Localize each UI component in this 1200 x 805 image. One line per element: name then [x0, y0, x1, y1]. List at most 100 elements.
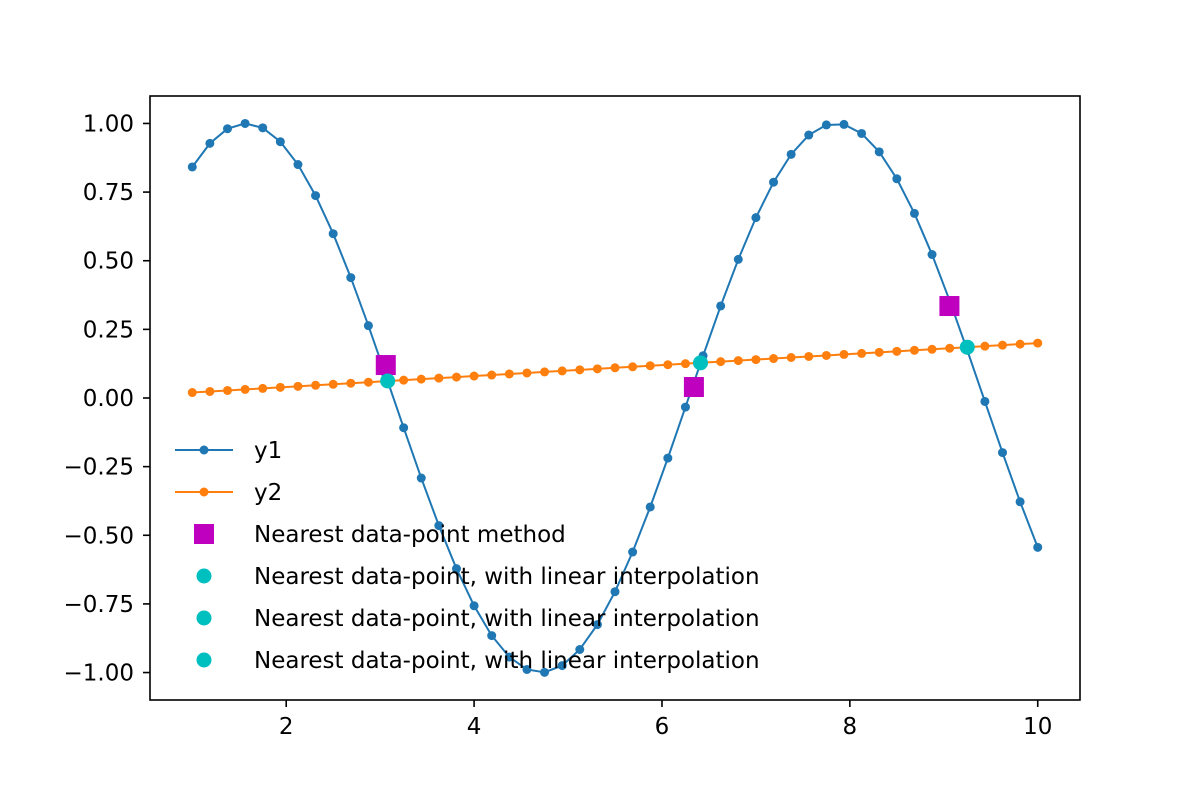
data-point-y2-24: [610, 363, 620, 373]
data-point-y2-33: [769, 354, 779, 364]
data-point-y1-23: [592, 620, 602, 630]
y-tick-label-3: 0.25: [83, 317, 134, 343]
interpolated-point-marker-3: [959, 339, 975, 355]
data-point-y1-35: [804, 130, 814, 140]
data-point-y2-32: [751, 355, 761, 365]
data-point-y1-46: [998, 448, 1007, 458]
legend-item-4: Nearest data-point, with linear interpol…: [196, 606, 760, 632]
data-point-y1-28: [680, 402, 690, 412]
data-point-y1-37: [839, 119, 849, 129]
data-point-y2-14: [434, 373, 444, 383]
data-point-y2-26: [645, 361, 655, 371]
data-point-y2-22: [575, 365, 585, 375]
data-point-y1-15: [451, 564, 461, 574]
data-point-y2-2: [223, 385, 232, 395]
legend-circle-swatch: [196, 652, 212, 668]
data-point-y1-17: [487, 631, 497, 641]
data-point-y1-6: [293, 160, 303, 170]
data-point-y1-20: [540, 667, 550, 677]
y-tick-label-8: −1.00: [64, 661, 134, 687]
data-point-y1-14: [434, 521, 444, 531]
data-point-y2-17: [487, 370, 497, 380]
y-axis: 1.00 0.75 0.50 0.25 0.00 −0.25 −0.50 −0.75 −1.00: [64, 111, 150, 687]
y-tick-label-7: −0.75: [64, 592, 134, 618]
data-point-y2-6: [293, 381, 303, 391]
legend-label-0: y1: [254, 438, 282, 464]
data-point-y2-20: [540, 367, 550, 377]
legend-item-2: Nearest data-point method: [194, 522, 566, 548]
legend-item-0: y1: [175, 438, 282, 464]
data-point-y2-37: [839, 349, 849, 359]
data-point-y1-31: [733, 254, 743, 264]
data-point-y1-39: [874, 147, 884, 157]
data-point-y2-25: [628, 362, 638, 372]
data-point-y2-15: [451, 372, 461, 382]
data-point-y1-41: [909, 208, 919, 218]
data-point-y2-28: [680, 359, 690, 369]
data-point-y2-48: [1033, 338, 1043, 348]
nearest-point-marker-2: [939, 296, 960, 317]
data-point-y2-46: [998, 340, 1007, 350]
y-tick-label-0: 1.00: [83, 111, 134, 137]
legend: y1 y2 Nearest data-point method Nearest dat…: [175, 438, 760, 674]
data-point-y1-18: [504, 652, 514, 662]
data-point-y1-16: [469, 601, 479, 611]
data-point-y2-12: [399, 375, 409, 385]
data-point-y2-0: [187, 388, 197, 398]
y-tick-label-5: −0.25: [64, 455, 134, 481]
legend-label-3: Nearest data-point, with linear interpol…: [254, 564, 760, 590]
plot-area: [187, 118, 1043, 677]
legend-item-3: Nearest data-point, with linear interpol…: [196, 564, 760, 590]
data-point-y1-2: [223, 124, 232, 134]
x-tick-label-0: 2: [279, 714, 294, 740]
data-point-y1-47: [1015, 497, 1025, 507]
data-point-y1-48: [1033, 542, 1043, 552]
data-point-y2-16: [469, 371, 479, 381]
x-tick-label-4: 10: [1023, 714, 1052, 740]
nearest-point-marker-0: [375, 355, 396, 376]
data-point-y2-9: [346, 378, 356, 388]
data-point-y2-7: [311, 380, 321, 390]
x-tick-label-3: 8: [843, 714, 858, 740]
data-point-y2-39: [874, 347, 884, 357]
data-point-y2-4: [258, 383, 268, 393]
data-point-y1-33: [769, 177, 779, 187]
data-point-y2-21: [557, 366, 567, 376]
data-point-y2-47: [1015, 339, 1025, 349]
data-point-y2-27: [663, 360, 673, 370]
legend-circle-swatch: [196, 568, 212, 584]
data-point-y1-27: [663, 453, 673, 463]
legend-item-5: Nearest data-point, with linear interpol…: [196, 648, 760, 674]
y-tick-label-4: 0.00: [83, 386, 134, 412]
data-point-y1-8: [328, 229, 338, 239]
data-point-y1-38: [857, 128, 867, 138]
data-point-y1-36: [821, 120, 831, 130]
data-point-y1-45: [980, 396, 990, 406]
marker-series-3: [959, 339, 975, 355]
marker-series-2: [692, 355, 708, 371]
data-point-y1-1: [205, 138, 215, 148]
legend-label-5: Nearest data-point, with linear interpol…: [254, 648, 760, 674]
data-point-y1-13: [416, 473, 426, 483]
data-point-y2-1: [205, 386, 215, 396]
data-point-y1-12: [399, 423, 409, 433]
marker-series-1: [380, 373, 396, 389]
legend-circle-swatch: [196, 610, 212, 626]
data-point-y1-40: [892, 174, 902, 184]
legend-square-swatch: [194, 524, 214, 544]
data-point-y2-30: [716, 357, 726, 367]
x-axis: 2 4 6 8 10: [279, 700, 1052, 740]
data-point-y2-5: [275, 382, 285, 392]
data-point-y2-43: [945, 343, 955, 353]
data-point-y1-10: [363, 321, 373, 331]
data-point-y2-8: [328, 379, 338, 389]
data-point-y2-18: [504, 369, 514, 379]
data-point-y1-34: [786, 149, 796, 159]
data-point-y2-31: [733, 356, 743, 366]
legend-marker-swatch: [199, 445, 209, 455]
series-y2: [187, 338, 1043, 398]
y-tick-label-1: 0.75: [83, 180, 134, 206]
data-point-y2-38: [857, 348, 867, 358]
